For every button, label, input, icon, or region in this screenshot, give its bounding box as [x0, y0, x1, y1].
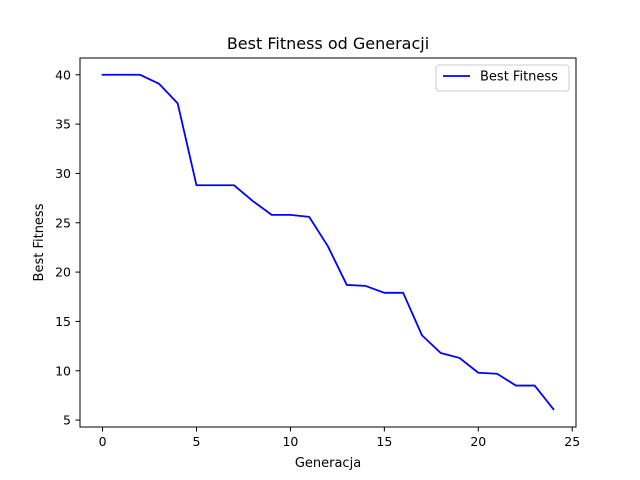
- y-tick-label: 35: [55, 117, 71, 132]
- x-tick-label: 20: [470, 434, 486, 449]
- legend-label-best-fitness: Best Fitness: [480, 70, 558, 85]
- y-tick-label: 20: [55, 265, 71, 280]
- y-tick-label: 40: [55, 67, 71, 82]
- x-axis-label: Generacja: [295, 456, 361, 471]
- plot-frame: [79, 57, 577, 428]
- y-tick-label: 15: [55, 314, 71, 329]
- y-tick-label: 10: [55, 363, 71, 378]
- x-tick-label: 15: [376, 434, 392, 449]
- legend-box: [435, 64, 570, 92]
- plot-area: [80, 58, 576, 427]
- x-tick-label: 25: [564, 434, 580, 449]
- y-tick-label: 25: [55, 215, 71, 230]
- x-axis-ticks: 0 5 10 15 20 25: [99, 427, 580, 449]
- x-tick-label: 10: [282, 434, 298, 449]
- legend: Best Fitness: [435, 64, 570, 92]
- x-tick-label: 5: [193, 434, 201, 449]
- series-line-best-fitness: [101, 73, 555, 411]
- x-tick-label: 0: [99, 434, 107, 449]
- series-layer: [101, 73, 555, 411]
- y-axis-ticks: 5 10 15 20 25 30 35 40: [55, 67, 80, 428]
- y-tick-label: 30: [55, 166, 71, 181]
- chart-title: Best Fitness od Generacji: [227, 34, 429, 53]
- y-axis-label: Best Fitness: [32, 203, 47, 281]
- y-tick-label: 5: [63, 413, 71, 428]
